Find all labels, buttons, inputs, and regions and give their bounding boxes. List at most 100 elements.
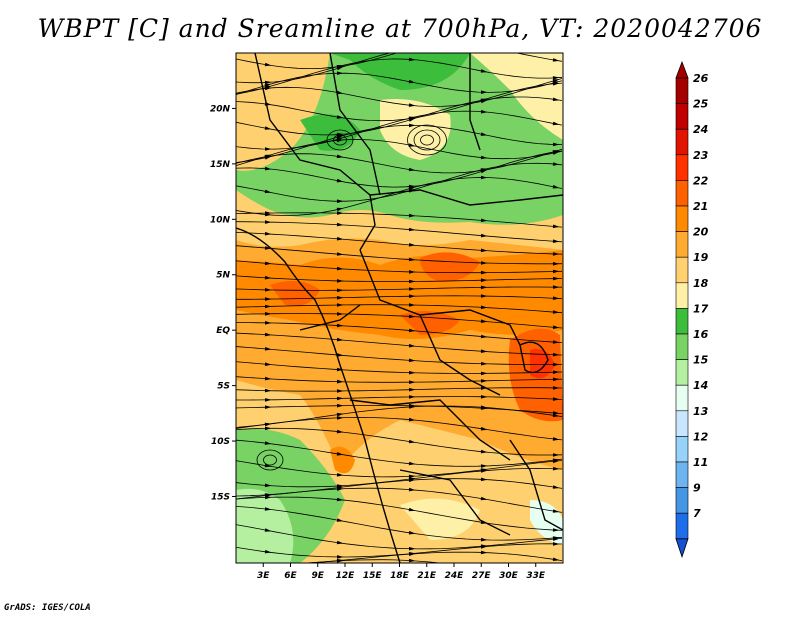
colorbar-top-triangle xyxy=(675,60,689,79)
country-borders xyxy=(236,53,563,563)
streamline-vortex xyxy=(407,124,447,156)
country-border xyxy=(254,53,376,251)
lat-tick-label: 10S xyxy=(211,437,230,447)
streamline-arrow xyxy=(265,147,272,151)
lon-tick-label: 3E xyxy=(257,571,270,581)
streamline-arrow xyxy=(336,135,344,139)
streamline-arrow xyxy=(552,340,560,344)
streamline xyxy=(236,260,563,274)
streamline-arrow xyxy=(552,239,560,243)
colorbar-swatch xyxy=(675,103,689,130)
streamline-arrow xyxy=(264,483,272,488)
streamline-arrow xyxy=(336,452,344,456)
colorbar-swatch xyxy=(675,231,689,258)
streamline-arrow xyxy=(409,370,416,375)
longitude-axis: 3E 6E 9E 12E 15E 18E 21E 24E 27E 30E 33E xyxy=(257,563,546,581)
country-border xyxy=(419,314,501,396)
streamline-arrow xyxy=(552,557,560,561)
streamline-arrow xyxy=(552,459,560,464)
streamline-arrow xyxy=(553,377,560,382)
colorbar-label: 11 xyxy=(693,456,708,469)
streamline xyxy=(236,439,563,467)
streamline-arrow xyxy=(480,69,488,73)
streamline xyxy=(236,110,563,150)
country-border xyxy=(509,439,563,531)
streamline-arrow xyxy=(480,426,488,431)
colorbar-swatch xyxy=(675,128,689,156)
streamline-arrow xyxy=(552,466,560,471)
streamline-arrow xyxy=(337,396,344,401)
colorbar-label: 13 xyxy=(693,405,709,418)
colorbar-label: 14 xyxy=(693,379,708,392)
streamline xyxy=(236,286,563,291)
colorbar-label: 24 xyxy=(693,123,708,136)
streamline-arrow xyxy=(409,395,416,399)
colorbar-label: 23 xyxy=(693,149,709,162)
streamline-arrow xyxy=(265,388,272,393)
colorbar-swatch xyxy=(675,461,689,488)
streamline-arrow xyxy=(553,370,560,374)
country-border xyxy=(359,249,521,346)
streamline-arrow xyxy=(336,497,344,502)
streamline-arrow xyxy=(337,211,344,215)
streamline-arrow xyxy=(408,314,416,319)
streamline-arrow xyxy=(408,461,416,466)
streamline-arrow xyxy=(265,304,272,309)
streamline-arrow xyxy=(408,417,416,422)
streamline-arrow xyxy=(264,463,272,468)
lon-tick-label: 12E xyxy=(336,571,356,581)
streamline-arrow xyxy=(264,126,272,130)
streamline-arrow xyxy=(265,398,272,402)
lon-tick-label: 6E xyxy=(284,571,297,581)
streamline-arrow xyxy=(409,47,416,51)
colorbar-label: 15 xyxy=(693,354,709,367)
streamline-arrow xyxy=(336,323,344,328)
streamline-arrow xyxy=(337,303,344,307)
streamline-arrow xyxy=(481,175,488,180)
streamline xyxy=(236,58,563,95)
streamline xyxy=(236,346,562,365)
streamline xyxy=(236,162,563,202)
streamline-arrow xyxy=(336,90,344,95)
streamline-arrow xyxy=(480,98,488,103)
streamline-arrow xyxy=(336,337,344,342)
streamline xyxy=(236,53,398,70)
streamline-arrow xyxy=(265,565,272,569)
streamline xyxy=(236,245,563,265)
lon-tick-label: 24E xyxy=(445,571,465,581)
colorbar-label: 16 xyxy=(693,328,709,341)
streamline-arrow xyxy=(480,305,488,310)
streamline-arrow xyxy=(264,275,272,280)
country-border xyxy=(329,53,381,196)
streamline-arrow xyxy=(337,555,344,559)
streamline-arrow xyxy=(337,389,344,393)
streamline-arrow xyxy=(265,405,272,409)
streamline-arrow xyxy=(408,213,416,218)
streamline-arrow xyxy=(408,79,416,84)
streamline-arrow xyxy=(481,270,488,275)
streamline-arrow xyxy=(264,189,272,194)
colorbar-swatch xyxy=(675,359,689,386)
streamline xyxy=(236,387,563,392)
streamline xyxy=(236,361,563,374)
lat-tick-label: EQ xyxy=(216,326,230,336)
country-border xyxy=(469,53,481,151)
streamline-arrow xyxy=(553,276,560,281)
streamline-arrow xyxy=(480,469,488,473)
lon-tick-label: 9E xyxy=(312,571,325,581)
colorbar-label: 25 xyxy=(693,98,709,111)
streamline-arrow xyxy=(336,412,344,417)
field-region xyxy=(400,498,480,540)
streamline xyxy=(236,487,563,513)
streamline-arrow xyxy=(481,395,488,399)
streamline-arrow xyxy=(553,269,560,274)
streamline-vortex xyxy=(263,454,277,466)
streamline-arrow xyxy=(337,71,344,75)
streamline xyxy=(236,124,563,163)
streamline xyxy=(236,221,563,243)
streamline xyxy=(236,322,563,343)
colorbar-swatch xyxy=(675,154,689,181)
streamline-arrow xyxy=(336,367,344,372)
streamline-arrow xyxy=(552,528,560,532)
